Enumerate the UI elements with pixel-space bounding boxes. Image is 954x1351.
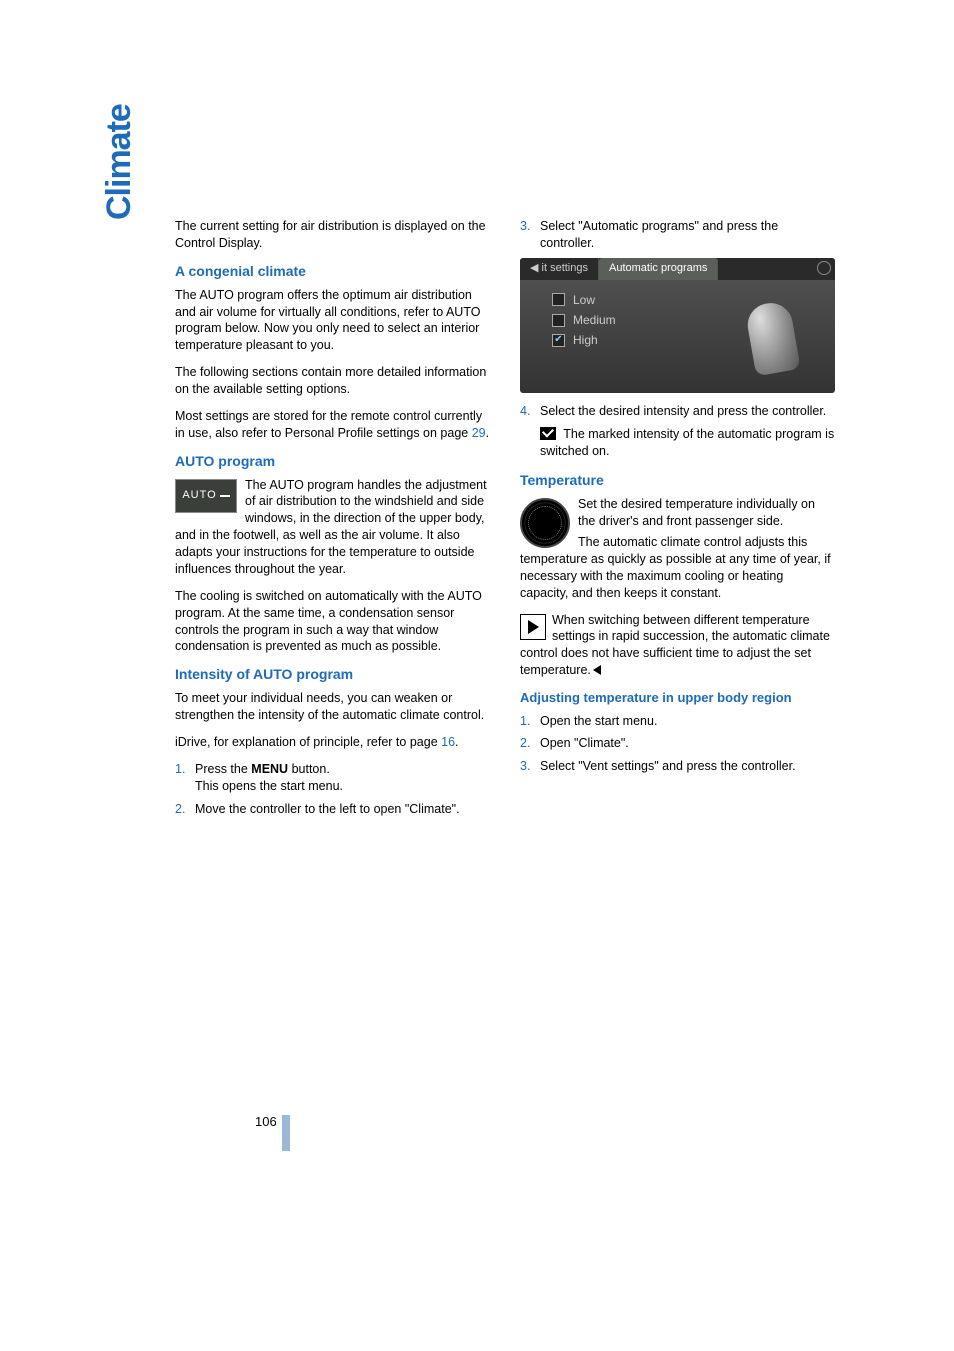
checkbox-medium-icon	[552, 314, 565, 327]
step-1-body: Press the MENU button. This opens the st…	[195, 761, 490, 795]
step-1: 1. Press the MENU button. This opens the…	[175, 761, 490, 795]
step4-note: The marked intensity of the automatic pr…	[540, 427, 834, 458]
screenshot-tabs: ◀ it settings Automatic programs	[520, 258, 835, 280]
intensity-p2-a: iDrive, for explanation of principle, re…	[175, 735, 441, 749]
adj-1-body: Open the start menu.	[540, 713, 835, 730]
step-4-body: Select the desired intensity and press t…	[540, 403, 835, 460]
end-marker-icon	[593, 665, 601, 675]
heading-adjust: Adjusting temperature in upper body regi…	[520, 689, 835, 707]
step-3-num: 3.	[520, 218, 540, 252]
auto-badge-icon: AUTO	[175, 479, 237, 513]
adj-2-body: Open "Climate".	[540, 735, 835, 752]
adj-step-2: 2. Open "Climate".	[520, 735, 835, 752]
step1-menu: MENU	[251, 762, 288, 776]
content-area: The current setting for air distribution…	[175, 218, 835, 823]
screenshot-tab-auto: Automatic programs	[599, 258, 718, 280]
auto-p2: The cooling is switched on automatically…	[175, 588, 490, 656]
congenial-p3-b: .	[486, 426, 489, 440]
adj-2-num: 2.	[520, 735, 540, 752]
intensity-p1: To meet your individual needs, you can w…	[175, 690, 490, 724]
temp-p1: Set the desired temperature individually…	[578, 497, 815, 528]
checkbox-high-icon: ✔	[552, 334, 565, 347]
screenshot-tab-settings: ◀ it settings	[520, 258, 599, 280]
page-number: 106	[255, 1114, 277, 1129]
step-3: 3. Select "Automatic programs" and press…	[520, 218, 835, 252]
side-section-label: Climate	[100, 104, 139, 220]
heading-temperature: Temperature	[520, 471, 835, 490]
right-column: 3. Select "Automatic programs" and press…	[520, 218, 835, 823]
adj-3-body: Select "Vent settings" and press the con…	[540, 758, 835, 775]
intensity-p2-b: .	[455, 735, 458, 749]
temperature-dial-icon	[520, 498, 570, 548]
auto-badge-label: AUTO	[182, 488, 216, 503]
note-triangle-icon	[520, 614, 546, 640]
temp-note: When switching between different tempera…	[520, 613, 830, 678]
intensity-p2: iDrive, for explanation of principle, re…	[175, 734, 490, 751]
temp-note-wrap: When switching between different tempera…	[520, 612, 835, 680]
adj-3-num: 3.	[520, 758, 540, 775]
screenshot-corner-icon	[817, 261, 831, 275]
adj-1-num: 1.	[520, 713, 540, 730]
ss-low-label: Low	[573, 292, 595, 308]
step-2: 2. Move the controller to the left to op…	[175, 801, 490, 818]
adj-step-1: 1. Open the start menu.	[520, 713, 835, 730]
step1-d: This opens the start menu.	[195, 778, 490, 795]
page-marker-bar	[282, 1115, 290, 1151]
screenshot-row-low: Low	[552, 292, 835, 308]
step1-a: Press the	[195, 762, 251, 776]
step-2-num: 2.	[175, 801, 195, 818]
left-column: The current setting for air distribution…	[175, 218, 490, 823]
intro-paragraph: The current setting for air distribution…	[175, 218, 490, 252]
congenial-p2: The following sections contain more deta…	[175, 364, 490, 398]
heading-intensity: Intensity of AUTO program	[175, 665, 490, 684]
temp-p2: The automatic climate control adjusts th…	[520, 534, 835, 602]
adj-step-3: 3. Select "Vent settings" and press the …	[520, 758, 835, 775]
page-link-29[interactable]: 29	[472, 426, 486, 440]
step4-text: Select the desired intensity and press t…	[540, 403, 835, 420]
congenial-p3-a: Most settings are stored for the remote …	[175, 409, 482, 440]
step1-c: button.	[288, 762, 330, 776]
step-4: 4. Select the desired intensity and pres…	[520, 403, 835, 460]
step-4-num: 4.	[520, 403, 540, 460]
ss-high-label: High	[573, 332, 598, 348]
heading-auto: AUTO program	[175, 452, 490, 471]
step-1-num: 1.	[175, 761, 195, 795]
checkbox-low-icon	[552, 293, 565, 306]
congenial-p1: The AUTO program offers the optimum air …	[175, 287, 490, 355]
temp-block: Set the desired temperature individually…	[520, 496, 835, 601]
step-2-body: Move the controller to the left to open …	[195, 801, 490, 818]
auto-p1-wrap: AUTO The AUTO program handles the adjust…	[175, 477, 490, 578]
heading-congenial: A congenial climate	[175, 262, 490, 281]
step-3-body: Select "Automatic programs" and press th…	[540, 218, 835, 252]
idrive-screenshot: ◀ it settings Automatic programs Low Med…	[520, 258, 835, 393]
check-icon	[540, 427, 556, 440]
page-link-16[interactable]: 16	[441, 735, 455, 749]
congenial-p3: Most settings are stored for the remote …	[175, 408, 490, 442]
ss-medium-label: Medium	[573, 312, 616, 328]
step4-note-wrap: The marked intensity of the automatic pr…	[540, 426, 835, 460]
